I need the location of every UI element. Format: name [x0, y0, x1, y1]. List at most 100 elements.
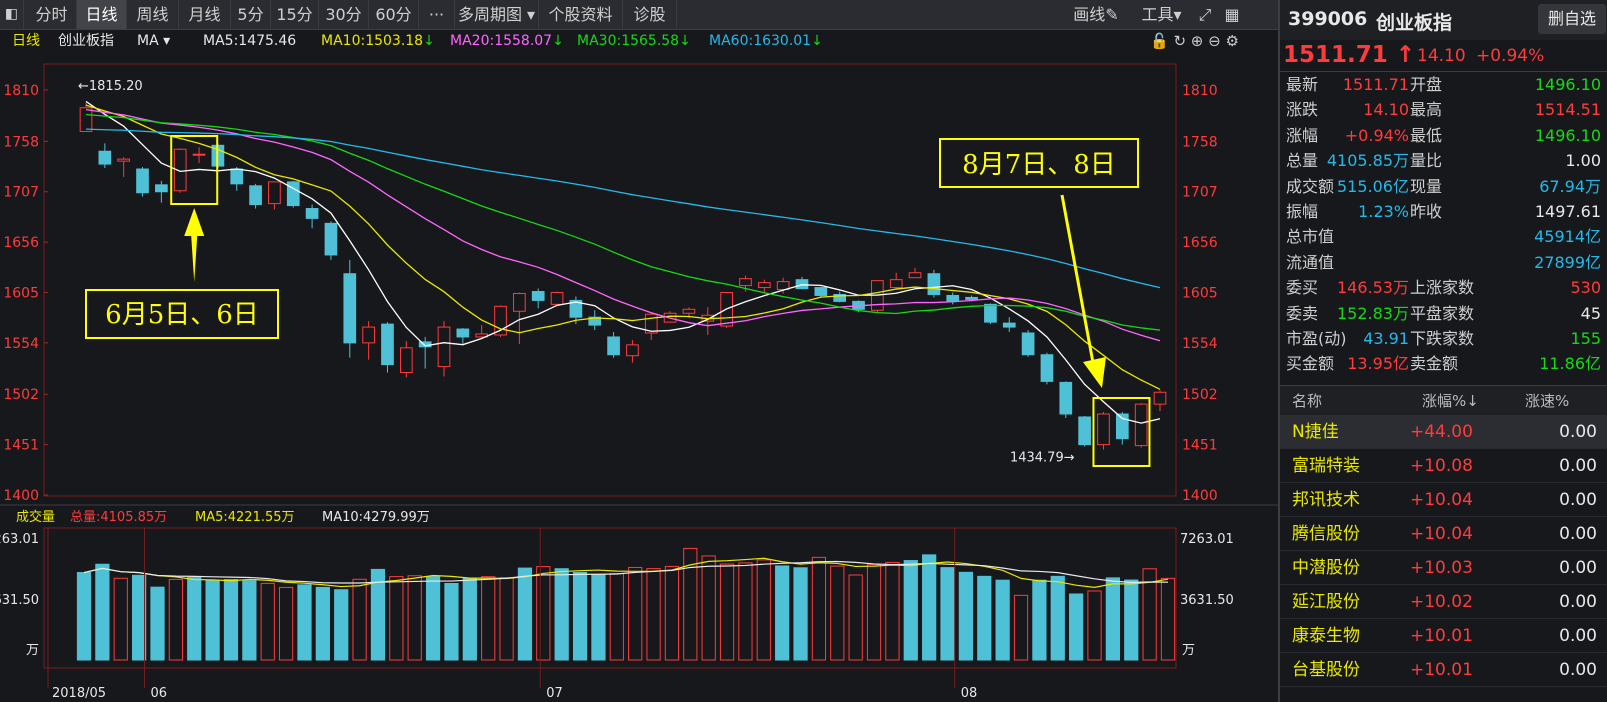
candle-body [305, 208, 319, 219]
stock-speed-cell: 0.00 [1559, 558, 1597, 578]
stock-speed-cell: 0.00 [1559, 592, 1597, 612]
tab-9[interactable]: 多周期图 ▾ [455, 0, 539, 29]
volume-bar [1032, 579, 1047, 661]
stock-list-row[interactable]: 延江股份 +10.02 0.00 [1280, 585, 1607, 619]
remove-watchlist-button[interactable]: 删自选 [1538, 4, 1606, 34]
y-tick-label-left: 1656 [3, 235, 39, 251]
quote-row: 涨幅 +0.94% 最低 1496.10 [1280, 123, 1607, 149]
price-frame [43, 63, 1177, 497]
layout-toggle-icon[interactable]: ◧ [0, 0, 24, 29]
candle-body [908, 272, 922, 279]
volume-tick-right: 7263.01 [1180, 532, 1234, 547]
candle-body [889, 279, 903, 289]
y-tick-label-right: 1656 [1182, 235, 1218, 251]
ma30-value: MA30:1565.58↓ [577, 33, 691, 49]
stock-list-row[interactable]: 富瑞特装 +10.08 0.00 [1280, 449, 1607, 483]
volume-bar [242, 580, 257, 661]
volume-ma5: MA5:4221.55万 [195, 510, 295, 525]
volume-bar [352, 578, 367, 661]
volume-bar [334, 589, 349, 661]
stock-name: 创业板指 [1376, 12, 1453, 34]
stock-pct-cell: +10.04 [1410, 524, 1473, 544]
tab-0[interactable]: 分时 [27, 0, 77, 29]
col-header-pct[interactable]: 涨幅%↓ [1422, 392, 1479, 410]
candle-body [79, 107, 93, 132]
volume-bar [1087, 590, 1102, 661]
chart-controls[interactable]: 🔓 ↻ ⊕ ⊖ ⚙ [1150, 32, 1239, 50]
quote-value: 14.10 [1363, 100, 1409, 120]
col-header-speed[interactable]: 涨速% [1525, 392, 1570, 410]
quote-value: 515.06亿 [1337, 176, 1409, 196]
tab-1[interactable]: 日线 [77, 0, 127, 29]
candle-body [1097, 413, 1110, 446]
tab-6[interactable]: 30分 [319, 0, 369, 29]
y-tick-label-left: 1605 [3, 286, 39, 302]
stock-list-row[interactable]: 台基股份 +10.01 0.00 [1280, 653, 1607, 687]
stock-list-row[interactable]: N捷佳 +44.00 0.00 [1280, 415, 1607, 449]
volume-bar [646, 568, 661, 661]
volume-bar [664, 565, 680, 661]
candle-body [984, 303, 997, 323]
high-price-label: ←1815.20 [78, 79, 143, 94]
candle-body [1153, 391, 1167, 405]
draw-line-button[interactable]: 画线✎ [1073, 5, 1119, 24]
stock-list-row[interactable]: 中潜股份 +10.03 0.00 [1280, 551, 1607, 585]
stock-list-row[interactable]: 腾信股份 +10.04 0.00 [1280, 517, 1607, 551]
layout-grid-icon[interactable]: ▦ [1224, 5, 1240, 24]
candle-body [173, 148, 187, 192]
period-label: 日线 [12, 33, 40, 49]
x-tick-label: 2018/05 [52, 686, 106, 701]
candle-body [927, 273, 941, 295]
tab-11[interactable]: 诊股 [623, 0, 677, 29]
volume-tick-left: 7263.01 [0, 532, 39, 547]
quote-value: 4105.85万 [1326, 151, 1409, 171]
candle-body [155, 184, 168, 193]
annotation-box-august [939, 138, 1139, 188]
candle-body [362, 326, 375, 344]
quote-label: 委卖 [1286, 303, 1319, 323]
quote-label: 最新 [1286, 75, 1319, 94]
volume-bar [1013, 594, 1029, 661]
stock-list-row[interactable]: 康泰生物 +10.01 0.00 [1280, 619, 1607, 653]
fullscreen-icon[interactable]: ⤢ [1198, 5, 1212, 24]
candle-body [249, 185, 262, 206]
tab-3[interactable]: 月线 [179, 0, 231, 29]
stock-list-row[interactable]: 邦讯技术 +10.04 0.00 [1280, 483, 1607, 517]
volume-bar [260, 582, 275, 661]
volume-tick-left: 3631.50 [0, 593, 39, 608]
col-header-name[interactable]: 名称 [1292, 392, 1323, 410]
y-tick-label-right: 1400 [1182, 488, 1218, 504]
quote-row: 涨跌 14.10 最高 1514.51 [1280, 97, 1607, 123]
ma-selector[interactable]: MA ▾ [137, 33, 171, 49]
volume-ma10-line [83, 560, 1169, 584]
volume-total: 总量:4105.85万 [70, 510, 167, 525]
quote-label: 委买 [1286, 278, 1319, 298]
quote-value: 1.23% [1358, 202, 1409, 221]
quote-value: 155 [1570, 329, 1601, 348]
candle-body [230, 168, 244, 185]
y-tick-label-right: 1451 [1182, 438, 1218, 454]
candle-body [399, 347, 413, 374]
stock-name-cell: 邦讯技术 [1292, 490, 1360, 510]
quote-label: 涨跌 [1286, 100, 1319, 120]
tools-menu-button[interactable]: 工具▾ [1141, 5, 1182, 24]
candle-body [946, 294, 960, 302]
stock-name-cell: 台基股份 [1292, 660, 1360, 680]
quote-row: 委卖 152.83万 平盘家数 45 [1280, 301, 1607, 327]
tab-4[interactable]: 5分 [231, 0, 271, 29]
ma10-line [85, 104, 1161, 390]
current-price: 1511.71 ↑ [1283, 42, 1416, 68]
tab-8[interactable]: ··· [419, 0, 455, 29]
tab-5[interactable]: 15分 [271, 0, 319, 29]
ma5-value: MA5:1475.46 [203, 33, 297, 49]
quote-value: 146.53万 [1337, 278, 1409, 298]
tab-10[interactable]: 个股资料 [539, 0, 623, 29]
indicator-bar: 日线 创业板指 MA ▾ MA5:1475.46 MA10:1503.18↓ M… [0, 30, 1278, 52]
candle-body [437, 326, 451, 368]
tab-2[interactable]: 周线 [127, 0, 179, 29]
volume-bar [1160, 577, 1176, 661]
tab-7[interactable]: 60分 [369, 0, 419, 29]
candle-body [494, 305, 507, 336]
quote-label: 振幅 [1286, 202, 1319, 221]
candle-body [192, 153, 206, 156]
